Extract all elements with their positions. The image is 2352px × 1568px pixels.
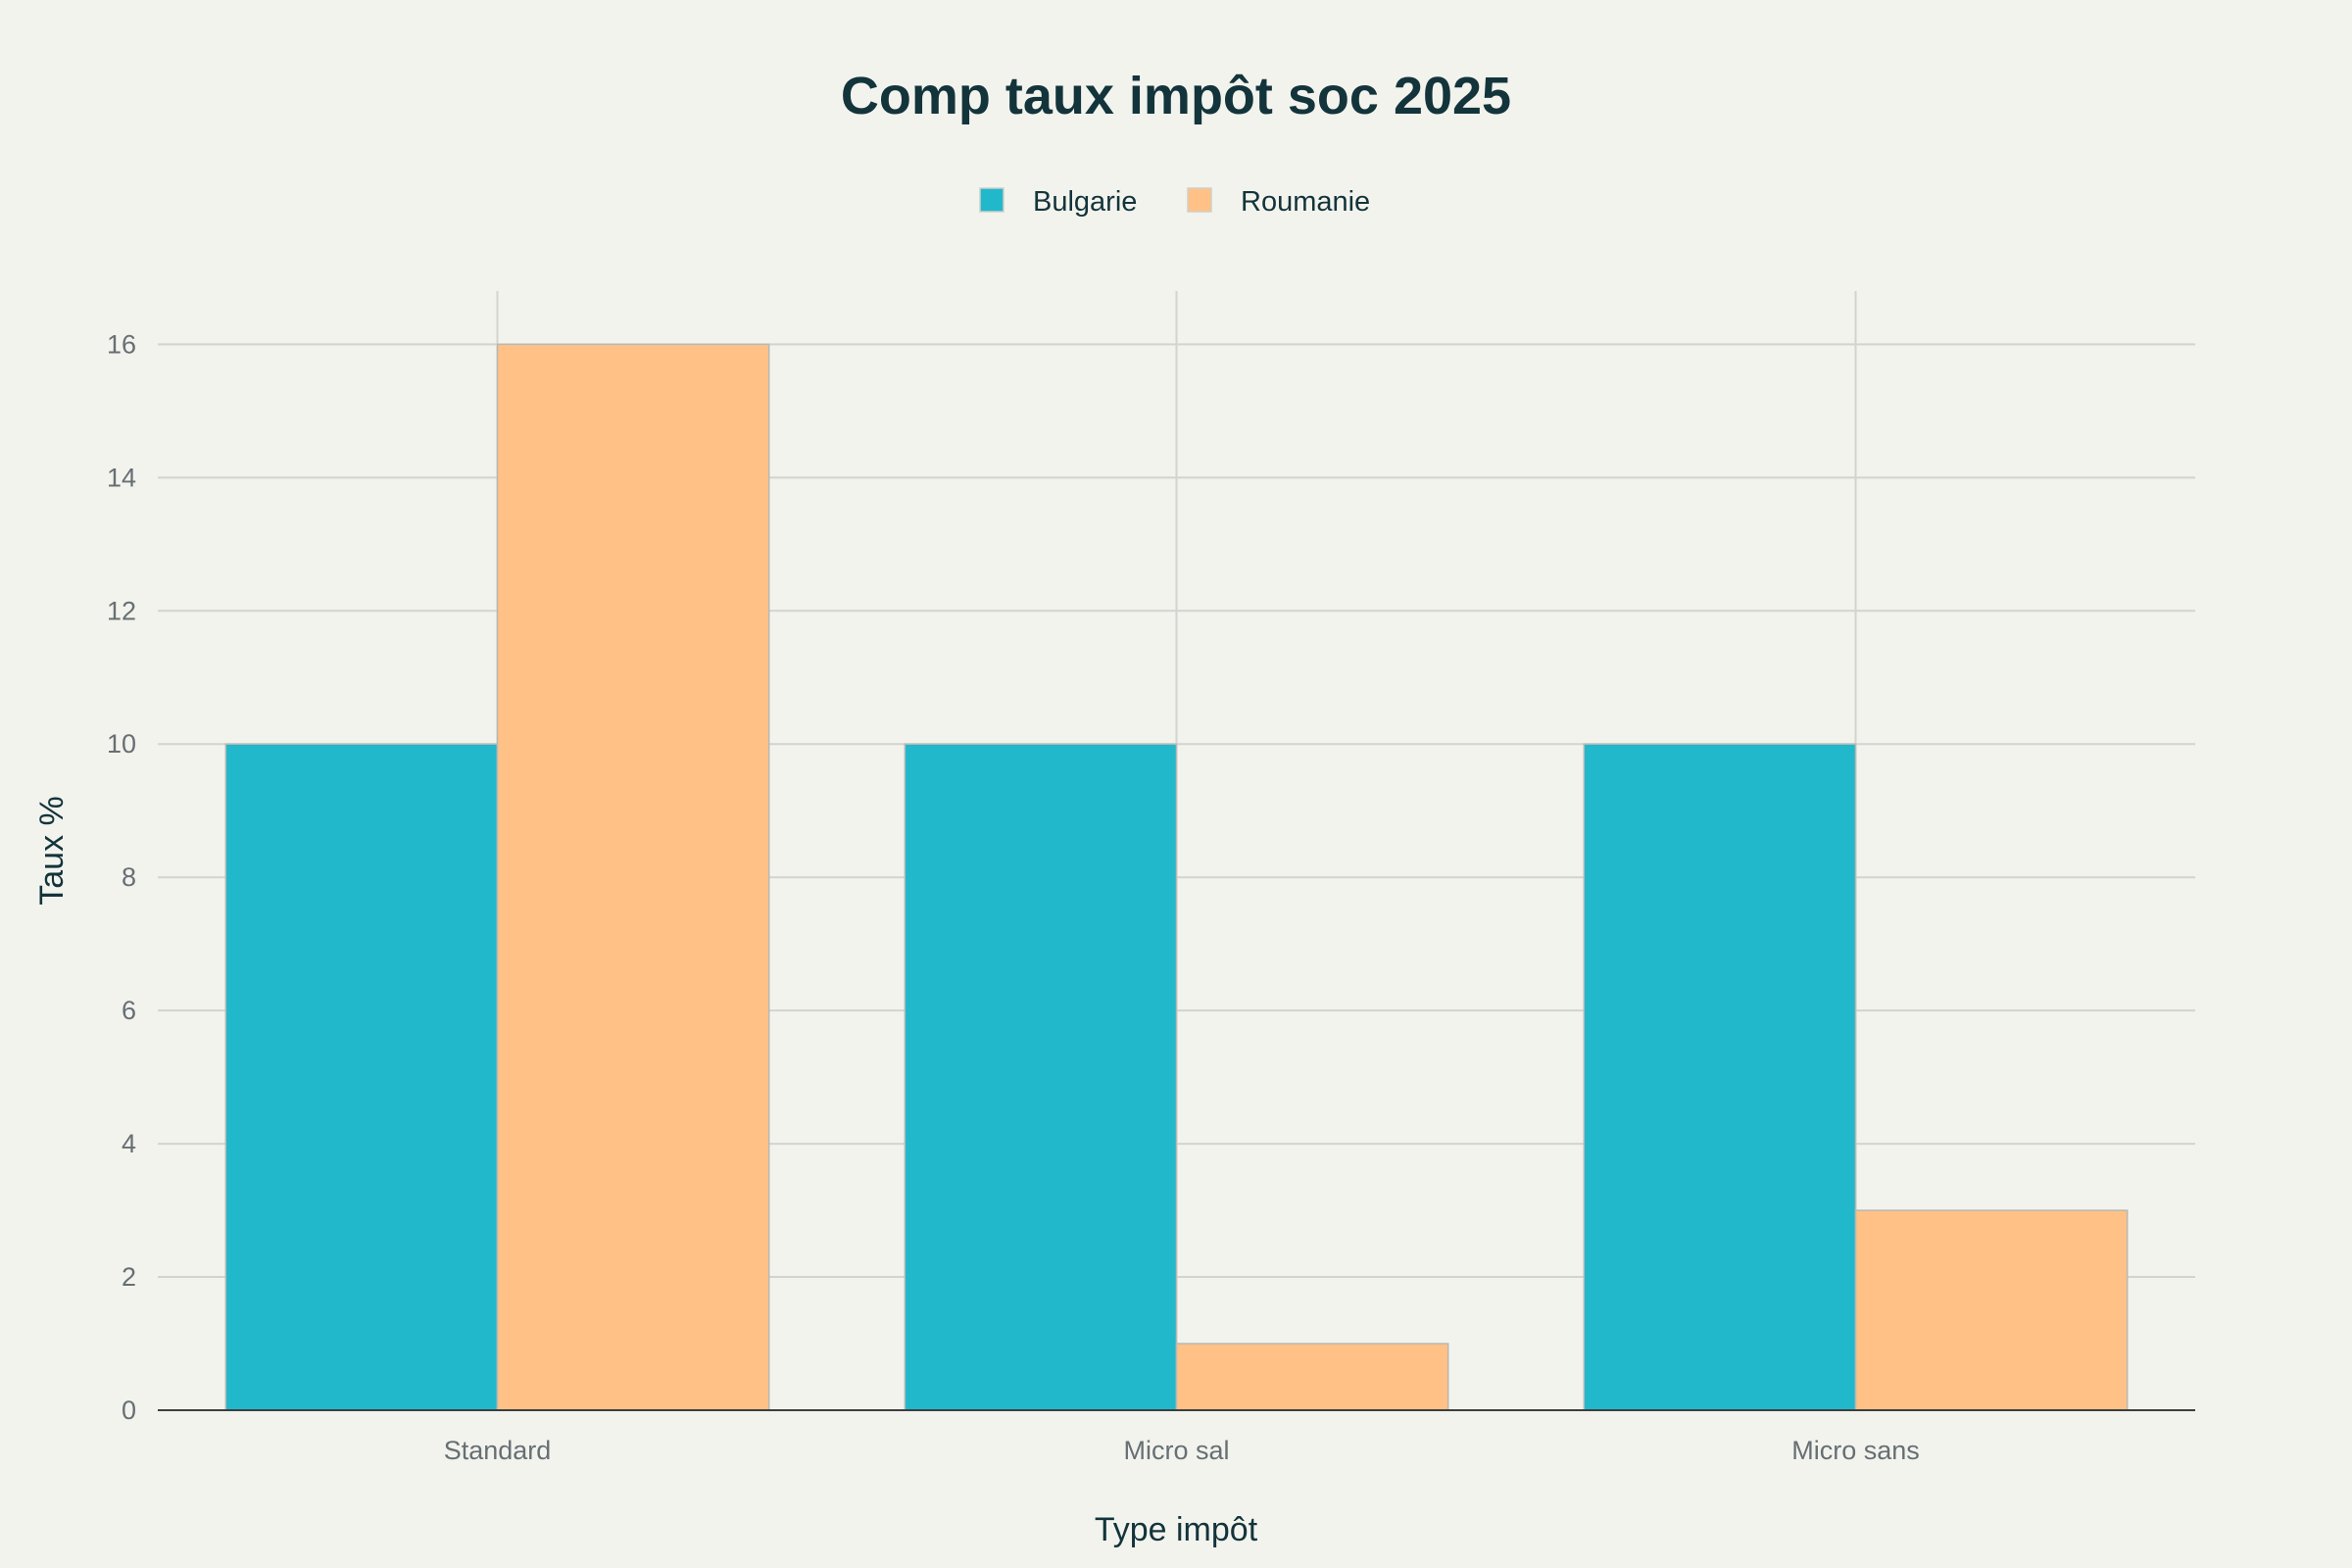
bar-roumanie-micro-sal xyxy=(1175,1343,1449,1411)
y-tick-label: 10 xyxy=(107,729,136,759)
x-axis-title: Type impôt xyxy=(1095,1511,1258,1548)
legend-label-bulgarie: Bulgarie xyxy=(1033,186,1137,218)
bar-roumanie-micro-sans xyxy=(1854,1209,2129,1411)
y-tick-label: 12 xyxy=(107,596,136,625)
y-tick-label: 6 xyxy=(122,996,136,1025)
bar-bulgarie-standard xyxy=(224,743,499,1411)
x-tick-label: Micro sal xyxy=(1123,1436,1229,1465)
y-tick-label: 0 xyxy=(122,1396,136,1425)
y-tick-label: 16 xyxy=(107,329,136,359)
bar-bulgarie-micro-sans xyxy=(1583,743,1857,1411)
legend-swatch-roumanie xyxy=(1187,187,1212,213)
chart-title: Comp taux impôt soc 2025 xyxy=(841,67,1511,125)
bar-roumanie-standard xyxy=(496,343,770,1411)
y-tick-label: 14 xyxy=(107,463,136,492)
x-tick-label: Standard xyxy=(444,1436,552,1465)
y-tick-label: 2 xyxy=(122,1262,136,1292)
y-axis-title: Taux % xyxy=(33,796,71,906)
axes: 0 2 4 6 8 10 12 14 16 Standard Micro sal Micro sans xyxy=(107,329,2195,1465)
legend-swatch-bulgarie xyxy=(979,187,1004,213)
bars xyxy=(224,343,2129,1411)
legend-label-roumanie: Roumanie xyxy=(1241,186,1370,218)
y-tick-label: 8 xyxy=(122,862,136,892)
y-tick-label: 4 xyxy=(122,1129,136,1158)
legend: Bulgarie Roumanie xyxy=(979,186,1370,218)
x-tick-label: Micro sans xyxy=(1791,1436,1920,1465)
bar-bulgarie-micro-sal xyxy=(904,743,1178,1411)
